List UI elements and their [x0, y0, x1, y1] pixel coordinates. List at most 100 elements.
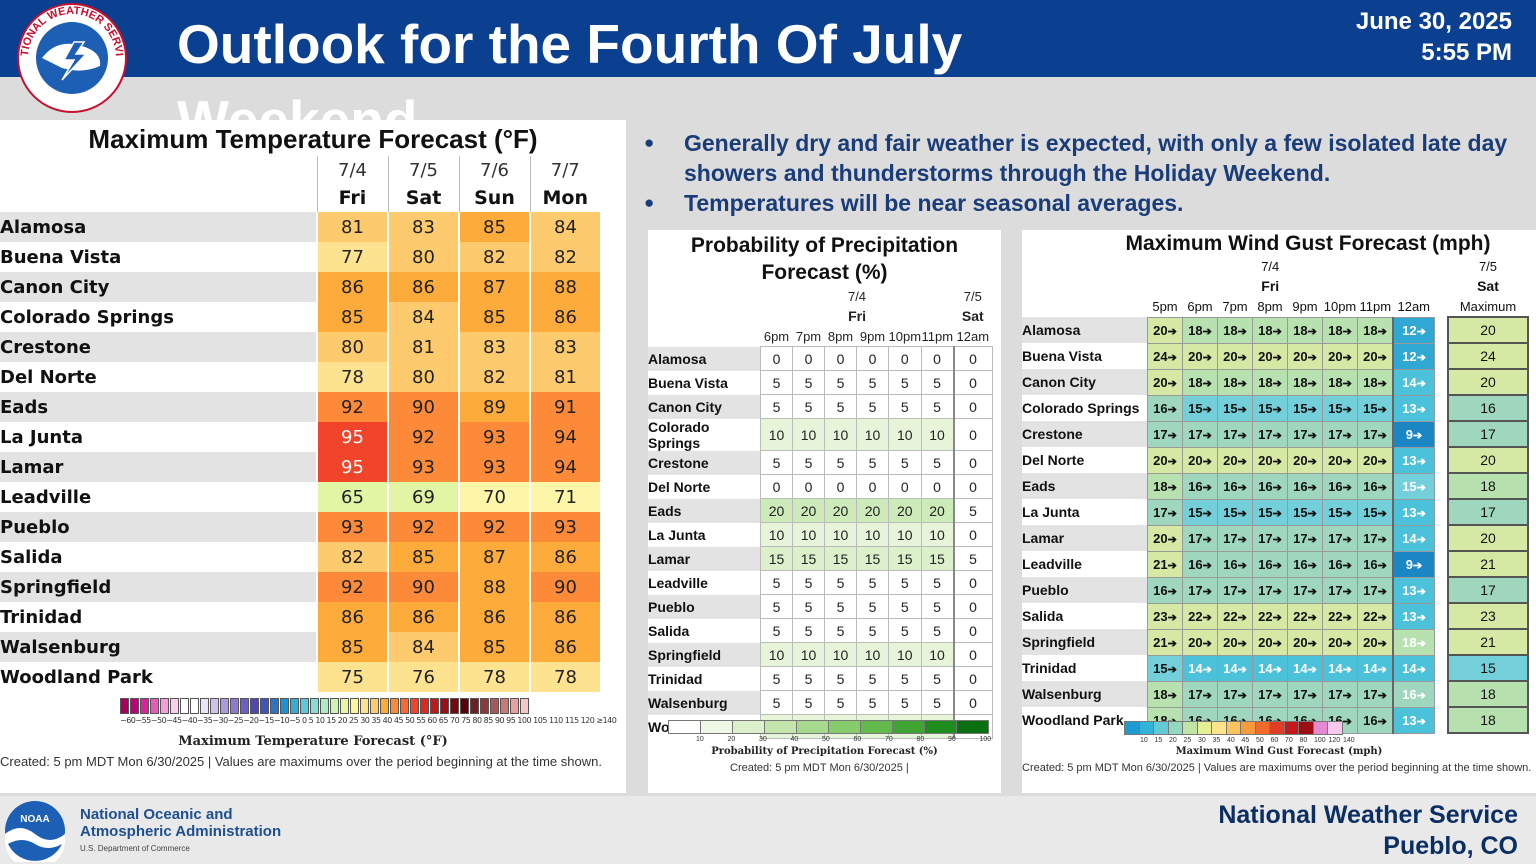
- wind-gust-cell: 13➔: [1392, 602, 1435, 630]
- location-label: Leadville: [1022, 556, 1082, 572]
- wind-gust-cell: 17➔: [1182, 576, 1218, 604]
- wind-gust-value: 13: [1402, 452, 1417, 468]
- temp-value: 88: [529, 272, 600, 302]
- wind-gust-value: 17: [1293, 582, 1308, 598]
- pop-value: 5: [856, 618, 889, 643]
- wind-gust-cell: 17➔: [1252, 680, 1288, 708]
- temp-day: Mon: [529, 184, 600, 212]
- temp-value: 81: [387, 332, 459, 362]
- colorbar-tick: 30: [759, 736, 767, 743]
- location-label: Canon City: [1022, 369, 1148, 395]
- pop-value: 5: [920, 690, 955, 715]
- wind-gust-cell: 17➔: [1252, 524, 1288, 552]
- wind-direction-arrow-icon: ➔: [1237, 429, 1247, 442]
- colorbar-tick: 45: [1241, 737, 1250, 744]
- header-bar: [0, 0, 1536, 77]
- table-row: Buena Vista 77 80 82 82: [0, 242, 600, 272]
- wind-direction-arrow-icon: ➔: [1342, 689, 1352, 702]
- colorbar-tick: 70: [1285, 737, 1293, 744]
- temp-value: 82: [458, 362, 530, 392]
- spacer: [1435, 317, 1449, 343]
- precip-colorbar-title: Probability of Precipitation Forecast (%…: [711, 746, 938, 757]
- wind-gust-value: 13: [1402, 582, 1417, 598]
- wind-direction-arrow-icon: ➔: [1237, 377, 1247, 390]
- svg-text:NOAA: NOAA: [20, 814, 49, 825]
- location-label: Lamar: [648, 546, 761, 571]
- temp-value: 92: [458, 512, 530, 542]
- wind-direction-arrow-icon: ➔: [1272, 351, 1282, 364]
- wind-gust-value: 18: [1188, 374, 1203, 390]
- wind-max-value: 21: [1447, 550, 1529, 578]
- colorbar-swatch: [1124, 721, 1140, 735]
- wind-gust-value: 20: [1328, 452, 1343, 468]
- wind-gust-cell: 20➔: [1182, 628, 1218, 656]
- colorbar-swatch: [380, 698, 389, 714]
- wind-gust-cell: 18➔: [1147, 472, 1183, 500]
- colorbar-swatch: [1241, 721, 1256, 735]
- wind-gust-value: 17: [1328, 582, 1343, 598]
- colorbar-swatch: [480, 698, 489, 714]
- wind-gust-cell: 17➔: [1217, 524, 1253, 552]
- temp-value: 87: [458, 542, 530, 572]
- wind-gust-cell: 14➔: [1392, 654, 1435, 682]
- wind-gust-value: 15: [1328, 400, 1343, 416]
- table-row: Canon City 5 5 5 5 5 5 0: [648, 394, 993, 419]
- pop-value: 20: [824, 498, 857, 523]
- wind-gust-value: 17: [1153, 504, 1168, 520]
- wind-direction-arrow-icon: ➔: [1202, 403, 1212, 416]
- wind-gust-cell: 13➔: [1392, 706, 1435, 734]
- wind-gust-cell: 15➔: [1252, 498, 1288, 526]
- wind-gust-value: 17: [1153, 426, 1168, 442]
- colorbar-swatch: [400, 698, 409, 714]
- wind-direction-arrow-icon: ➔: [1272, 663, 1282, 676]
- colorbar-swatch: [330, 698, 339, 714]
- wind-gust-cell: 9➔: [1392, 420, 1435, 448]
- colorbar-swatch: [1255, 721, 1270, 735]
- pop-value: 15: [792, 546, 825, 571]
- wind-direction-arrow-icon: ➔: [1342, 481, 1352, 494]
- wind-direction-arrow-icon: ➔: [1167, 533, 1177, 546]
- wind-gust-cell: 15➔: [1147, 654, 1183, 682]
- wind-max-value: 17: [1447, 420, 1529, 448]
- wind-direction-arrow-icon: ➔: [1307, 403, 1317, 416]
- wind-gust-cell: 22➔: [1287, 602, 1323, 630]
- colorbar-swatch: [200, 698, 209, 714]
- wind-gust-cell: 14➔: [1322, 654, 1358, 682]
- wind-gust-value: 16: [1188, 478, 1203, 494]
- wind-direction-arrow-icon: ➔: [1167, 637, 1177, 650]
- hour-label: 5pm: [1152, 298, 1178, 314]
- pop-value: 5: [760, 690, 793, 715]
- pop-value: 5: [792, 370, 825, 395]
- wind-gust-value: 20: [1363, 452, 1378, 468]
- location-label: Crestone: [1022, 421, 1148, 447]
- wind-gust-cell: 20➔: [1147, 446, 1183, 474]
- pop-value: 10: [792, 522, 825, 547]
- pop-value: 10: [760, 642, 793, 667]
- wind-direction-arrow-icon: ➔: [1416, 533, 1426, 546]
- wind-gust-value: 17: [1258, 686, 1273, 702]
- temperature-table: 7/4 7/5 7/6 7/7 Fri Sat Sun Mon Alamosa 8…: [0, 156, 600, 692]
- wind-gust-value: 20: [1258, 452, 1273, 468]
- pop-value: 5: [792, 450, 825, 475]
- wind-gust-value: 20: [1188, 452, 1203, 468]
- wind-gust-value: 17: [1188, 686, 1203, 702]
- wind-direction-arrow-icon: ➔: [1272, 507, 1282, 520]
- wind-sat-day: Sat: [1477, 278, 1499, 294]
- wind-gust-cell: 18➔: [1147, 680, 1183, 708]
- temp-value: 81: [316, 212, 388, 242]
- colorbar-tick: 120: [1328, 737, 1341, 744]
- wind-fri-date: 7/4: [1261, 258, 1280, 274]
- wind-direction-arrow-icon: ➔: [1377, 663, 1387, 676]
- pop-value: 10: [824, 418, 857, 451]
- wind-direction-arrow-icon: ➔: [1167, 429, 1177, 442]
- location-label: Walsenburg: [1022, 681, 1148, 707]
- wind-gust-cell: 17➔: [1322, 524, 1358, 552]
- colorbar-swatch: [733, 720, 765, 734]
- wind-gust-value: 15: [1293, 504, 1308, 520]
- wind-direction-arrow-icon: ➔: [1272, 377, 1282, 390]
- temp-value: 84: [387, 632, 459, 662]
- pop-value: 10: [824, 642, 857, 667]
- pop-value: 5: [888, 570, 922, 595]
- wind-gust-cell: 20➔: [1147, 316, 1183, 344]
- wind-gust-value: 16: [1258, 556, 1273, 572]
